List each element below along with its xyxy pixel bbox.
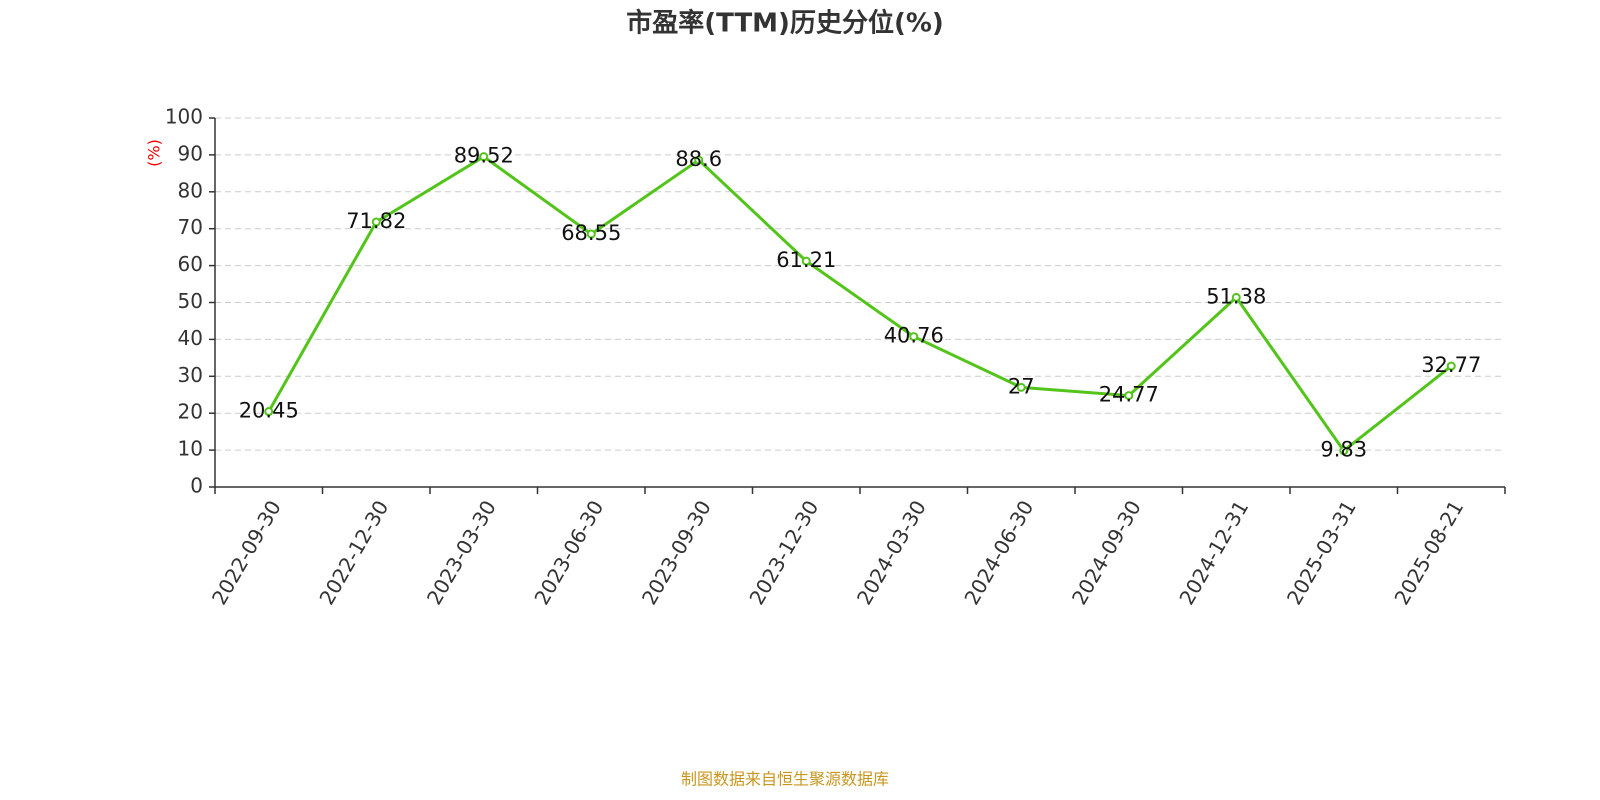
y-tick-label: 90 — [178, 141, 203, 165]
data-point — [371, 217, 381, 227]
data-point — [479, 152, 489, 162]
y-tick-label: 80 — [178, 178, 203, 202]
x-tick-label: 2022-12-30 — [314, 496, 393, 609]
data-label: 89.52 — [454, 144, 514, 168]
data-label: 40.76 — [884, 324, 944, 348]
data-label: 88.6 — [675, 147, 722, 171]
data-label: 32.77 — [1421, 353, 1481, 377]
x-tick-label: 2023-09-30 — [637, 496, 716, 609]
x-tick-label: 2024-12-31 — [1174, 496, 1253, 609]
data-point — [694, 155, 704, 165]
y-tick-label: 100 — [165, 105, 203, 129]
data-point — [1339, 446, 1349, 456]
y-tick-label: 10 — [178, 437, 203, 461]
data-label: 27 — [1008, 374, 1035, 398]
y-tick-label: 50 — [178, 289, 203, 313]
x-tick-label: 2024-06-30 — [959, 496, 1038, 609]
data-point — [1446, 361, 1456, 371]
data-label: 20.45 — [239, 399, 299, 423]
chart-title: 市盈率(TTM)历史分位(%) — [626, 8, 944, 39]
data-point — [801, 256, 811, 266]
y-tick-label: 60 — [178, 252, 203, 276]
data-point — [1016, 382, 1026, 392]
x-tick-label: 2023-06-30 — [529, 496, 608, 609]
y-tick-label: 40 — [178, 326, 203, 350]
data-label: 71.82 — [346, 209, 406, 233]
data-label: 68.55 — [561, 221, 621, 245]
data-point — [264, 407, 274, 417]
data-label: 9.83 — [1320, 438, 1367, 462]
y-tick-label: 30 — [178, 363, 203, 387]
x-tick-label: 2024-03-30 — [852, 496, 931, 609]
data-point — [1231, 292, 1241, 302]
y-axis-label: (%) — [145, 139, 164, 167]
x-tick-label: 2025-03-31 — [1282, 496, 1361, 609]
data-label: 24.77 — [1099, 383, 1159, 407]
y-tick-label: 70 — [178, 215, 203, 239]
x-tick-label: 2022-09-30 — [207, 496, 286, 609]
x-tick-label: 2023-03-30 — [422, 496, 501, 609]
y-tick-label: 0 — [190, 474, 203, 498]
x-tick-label: 2023-12-30 — [744, 496, 823, 609]
y-tick-label: 20 — [178, 400, 203, 424]
x-tick-label: 2024-09-30 — [1067, 496, 1146, 609]
data-point — [586, 229, 596, 239]
data-point — [1124, 391, 1134, 401]
data-label: 61.21 — [776, 248, 836, 272]
data-label: 51.38 — [1206, 284, 1266, 308]
x-tick-label: 2025-08-21 — [1389, 496, 1468, 609]
data-point — [909, 332, 919, 342]
source-note: 制图数据来自恒生聚源数据库 — [681, 770, 889, 789]
data-line — [267, 154, 1453, 453]
